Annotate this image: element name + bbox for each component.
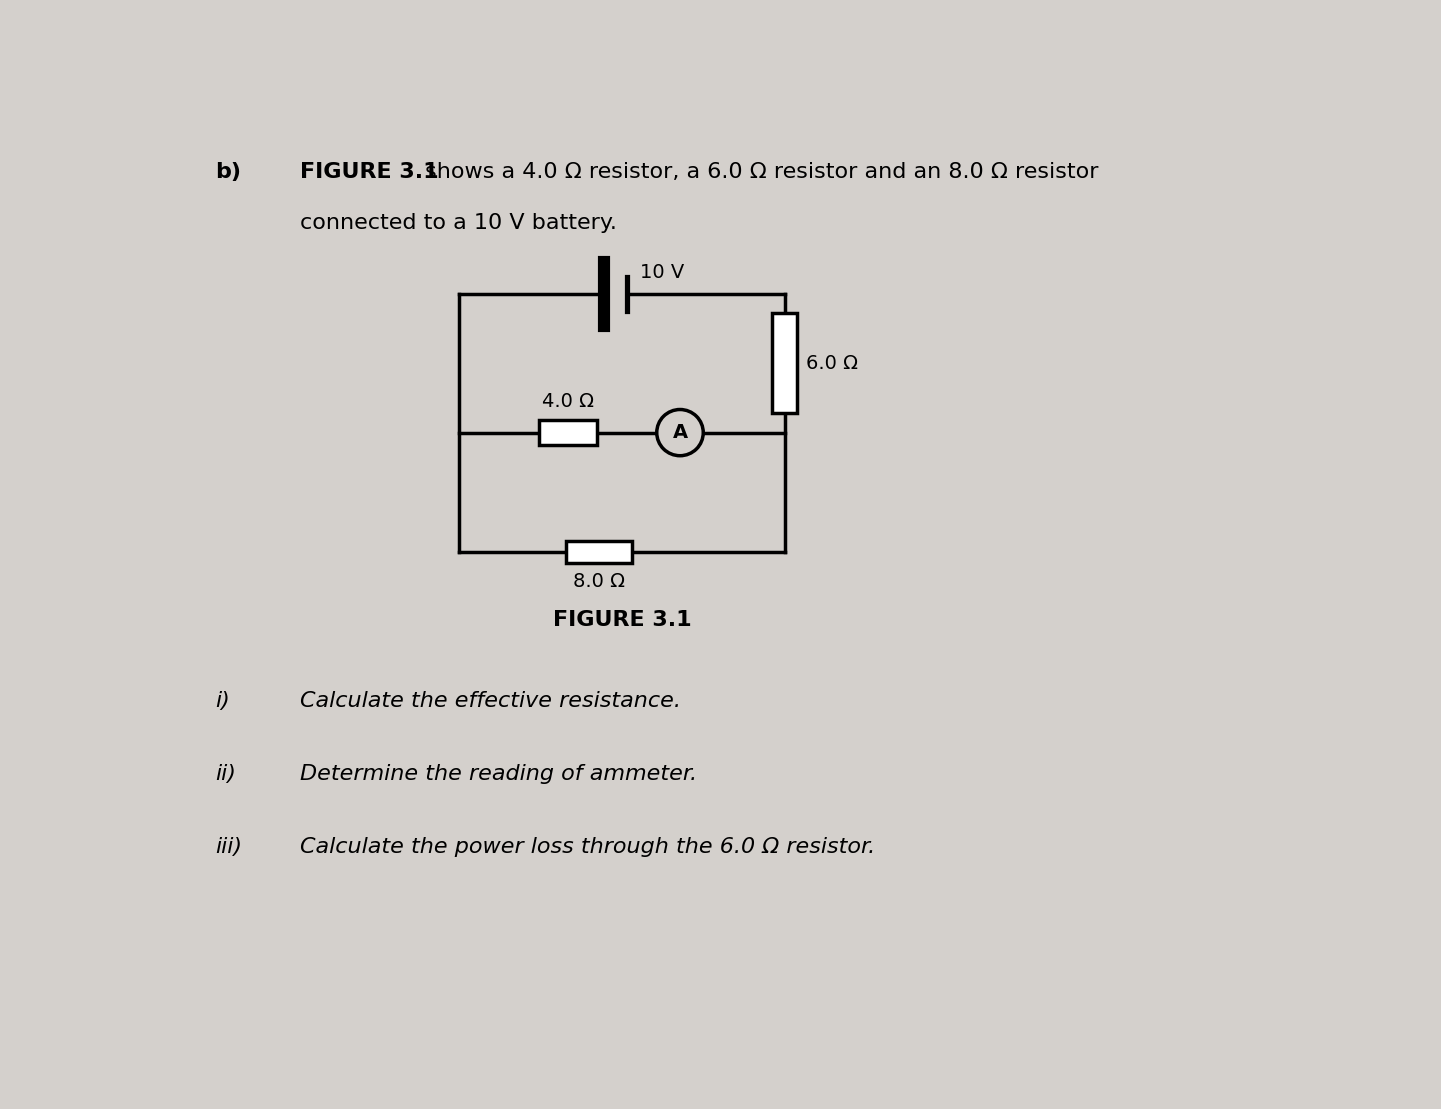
Text: connected to a 10 V battery.: connected to a 10 V battery.	[300, 213, 617, 233]
Bar	[566, 541, 631, 562]
Text: iii): iii)	[215, 837, 242, 857]
Text: FIGURE 3.1: FIGURE 3.1	[552, 610, 692, 630]
Text: 8.0 Ω: 8.0 Ω	[572, 572, 624, 591]
Bar	[539, 420, 597, 445]
Text: A: A	[673, 424, 687, 442]
Text: Determine the reading of ammeter.: Determine the reading of ammeter.	[300, 764, 697, 784]
Text: 6.0 Ω: 6.0 Ω	[807, 354, 859, 373]
Text: shows a 4.0 Ω resistor, a 6.0 Ω resistor and an 8.0 Ω resistor: shows a 4.0 Ω resistor, a 6.0 Ω resistor…	[418, 162, 1098, 182]
Text: Calculate the effective resistance.: Calculate the effective resistance.	[300, 691, 682, 711]
Text: Calculate the power loss through the 6.0 Ω resistor.: Calculate the power loss through the 6.0…	[300, 837, 876, 857]
Text: i): i)	[215, 691, 229, 711]
Text: ii): ii)	[215, 764, 236, 784]
Text: FIGURE 3.1: FIGURE 3.1	[300, 162, 440, 182]
Bar	[772, 313, 797, 414]
Text: 10 V: 10 V	[640, 264, 684, 283]
Text: b): b)	[215, 162, 241, 182]
Text: 4.0 Ω: 4.0 Ω	[542, 393, 594, 411]
Circle shape	[657, 409, 703, 456]
